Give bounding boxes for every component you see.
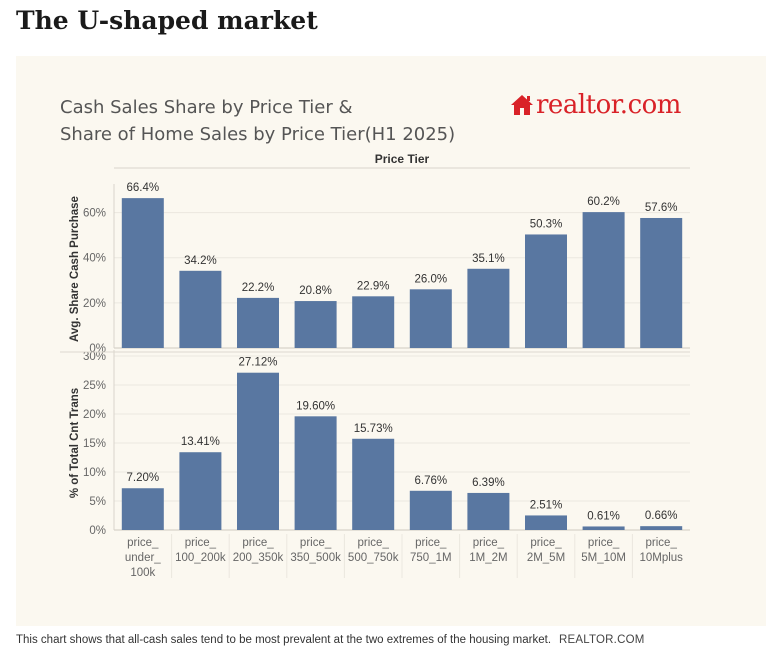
sales-share-y-tick-label: 20% xyxy=(83,409,106,421)
x-tick-label-line: price_ xyxy=(588,537,620,549)
sales-share-data-label: 27.12% xyxy=(238,357,277,369)
x-tick-label-line: 200_350k xyxy=(233,552,284,564)
chart-title-line-1: Cash Sales Share by Price Tier & xyxy=(60,97,353,118)
cash-share-data-label: 26.0% xyxy=(414,273,447,285)
x-tick-label-line: under_ xyxy=(125,552,161,564)
cash-share-data-label: 50.3% xyxy=(530,218,563,230)
sales-share-bar xyxy=(179,452,222,530)
x-tick-label-line: 500_750k xyxy=(348,552,399,564)
cash-share-y-tick-label: 40% xyxy=(83,253,106,265)
cash-share-data-label: 20.8% xyxy=(299,285,332,297)
sales-share-bar xyxy=(237,372,279,530)
x-tick-label: price_ 200_350k xyxy=(233,537,284,564)
chart-title-line-2: Share of Home Sales by Price Tier(H1 202… xyxy=(60,124,456,145)
x-tick-label-line: price_ xyxy=(530,537,562,549)
sales-share-bar xyxy=(121,488,164,530)
x-tick-label: price_ 100_200k xyxy=(175,537,226,564)
sales-share-y-axis-title: % of Total Cnt Trans xyxy=(69,388,81,498)
column-header-label: Price Tier xyxy=(375,152,430,166)
caption-source: REALTOR.COM xyxy=(559,634,645,646)
cash-share-data-label: 66.4% xyxy=(126,182,159,194)
cash-share-data-label: 57.6% xyxy=(645,202,678,214)
x-tick-label: price_ under_ 100k xyxy=(125,537,161,579)
x-tick-label: price_ 750_1M xyxy=(410,537,452,564)
x-tick-label-line: 2M_5M xyxy=(527,552,565,564)
x-tick-label-line: price_ xyxy=(473,537,505,549)
sales-share-bar xyxy=(294,416,337,530)
sales-share-data-label: 2.51% xyxy=(530,499,563,511)
x-tick-label-line: 750_1M xyxy=(410,552,452,564)
x-tick-label: price_ 1M_2M xyxy=(469,537,507,564)
cash-share-bar xyxy=(294,301,337,348)
cash-share-data-label: 35.1% xyxy=(472,253,505,265)
cash-share-data-label: 22.2% xyxy=(242,282,275,294)
cash-share-y-tick-label: 20% xyxy=(83,298,106,310)
cash-share-bar xyxy=(409,289,452,348)
x-tick-label: price_ 2M_5M xyxy=(527,537,565,564)
sales-share-bar xyxy=(582,526,625,530)
sales-share-bar xyxy=(409,490,452,530)
cash-share-y-axis-title: Avg. Share Cash Purchase xyxy=(69,196,81,342)
cash-share-data-label: 34.2% xyxy=(184,255,217,267)
cash-share-bar xyxy=(582,212,625,348)
cash-share-bar xyxy=(640,217,683,348)
x-tick-label: price_ 350_500k xyxy=(290,537,341,564)
x-tick-label: price_ 500_750k xyxy=(348,537,399,564)
realtor-logo: realtor.com xyxy=(510,90,681,120)
sales-share-bar xyxy=(352,438,395,530)
x-tick-label-line: 5M_10M xyxy=(581,552,626,564)
chart-title: Cash Sales Share by Price Tier & Share o… xyxy=(60,94,455,148)
cash-share-data-label: 22.9% xyxy=(357,280,390,292)
sales-share-y-tick-label: 0% xyxy=(89,525,106,537)
x-tick-label-line: price_ xyxy=(358,537,390,549)
headline: The U-shaped market xyxy=(16,6,318,35)
cash-share-data-label: 60.2% xyxy=(587,196,620,208)
cash-share-bar xyxy=(121,198,164,348)
sales-share-y-tick-label: 15% xyxy=(83,438,106,450)
sales-share-data-label: 15.73% xyxy=(354,423,393,435)
logo-text: realtor.com xyxy=(536,90,681,120)
x-tick-label-line: price_ xyxy=(415,537,447,549)
sales-share-data-label: 0.61% xyxy=(587,510,620,522)
cash-share-bar xyxy=(179,270,222,348)
cash-share-bar xyxy=(525,234,567,348)
x-tick-label-line: price_ xyxy=(185,537,217,549)
sales-share-data-label: 13.41% xyxy=(181,436,220,448)
x-tick-label-line: price_ xyxy=(300,537,332,549)
house-icon xyxy=(511,95,533,115)
sales-share-data-label: 7.20% xyxy=(126,472,159,484)
x-tick-label: price_ 5M_10M xyxy=(581,537,626,564)
cash-share-bar xyxy=(467,268,510,348)
sales-share-bar xyxy=(525,515,567,530)
sales-share-bar xyxy=(467,492,510,530)
x-tick-label-line: 100_200k xyxy=(175,552,226,564)
x-tick-label-line: price_ xyxy=(646,537,678,549)
sales-share-data-label: 0.66% xyxy=(645,510,678,522)
sales-share-y-tick-label: 10% xyxy=(83,467,106,479)
cash-share-bar xyxy=(237,297,279,348)
caption: This chart shows that all-cash sales ten… xyxy=(16,634,645,646)
x-tick-label-line: price_ xyxy=(127,537,159,549)
x-tick-label-line: 350_500k xyxy=(290,552,341,564)
cash-share-bar xyxy=(352,296,395,348)
cash-share-y-tick-label: 60% xyxy=(83,208,106,220)
sales-share-data-label: 6.76% xyxy=(414,475,447,487)
x-tick-label-line: 100k xyxy=(130,567,155,579)
sales-share-y-tick-label: 5% xyxy=(89,496,106,508)
x-tick-label-line: 10Mplus xyxy=(639,552,683,564)
caption-text: This chart shows that all-cash sales ten… xyxy=(16,634,552,646)
sales-share-data-label: 19.60% xyxy=(296,400,335,412)
x-tick-label-line: price_ xyxy=(242,537,274,549)
sales-share-y-tick-label: 30% xyxy=(83,351,106,363)
sales-share-data-label: 6.39% xyxy=(472,477,505,489)
sales-share-bar xyxy=(640,526,683,530)
x-tick-label-line: 1M_2M xyxy=(469,552,507,564)
sales-share-y-tick-label: 25% xyxy=(83,380,106,392)
x-tick-label: price_ 10Mplus xyxy=(639,537,683,564)
